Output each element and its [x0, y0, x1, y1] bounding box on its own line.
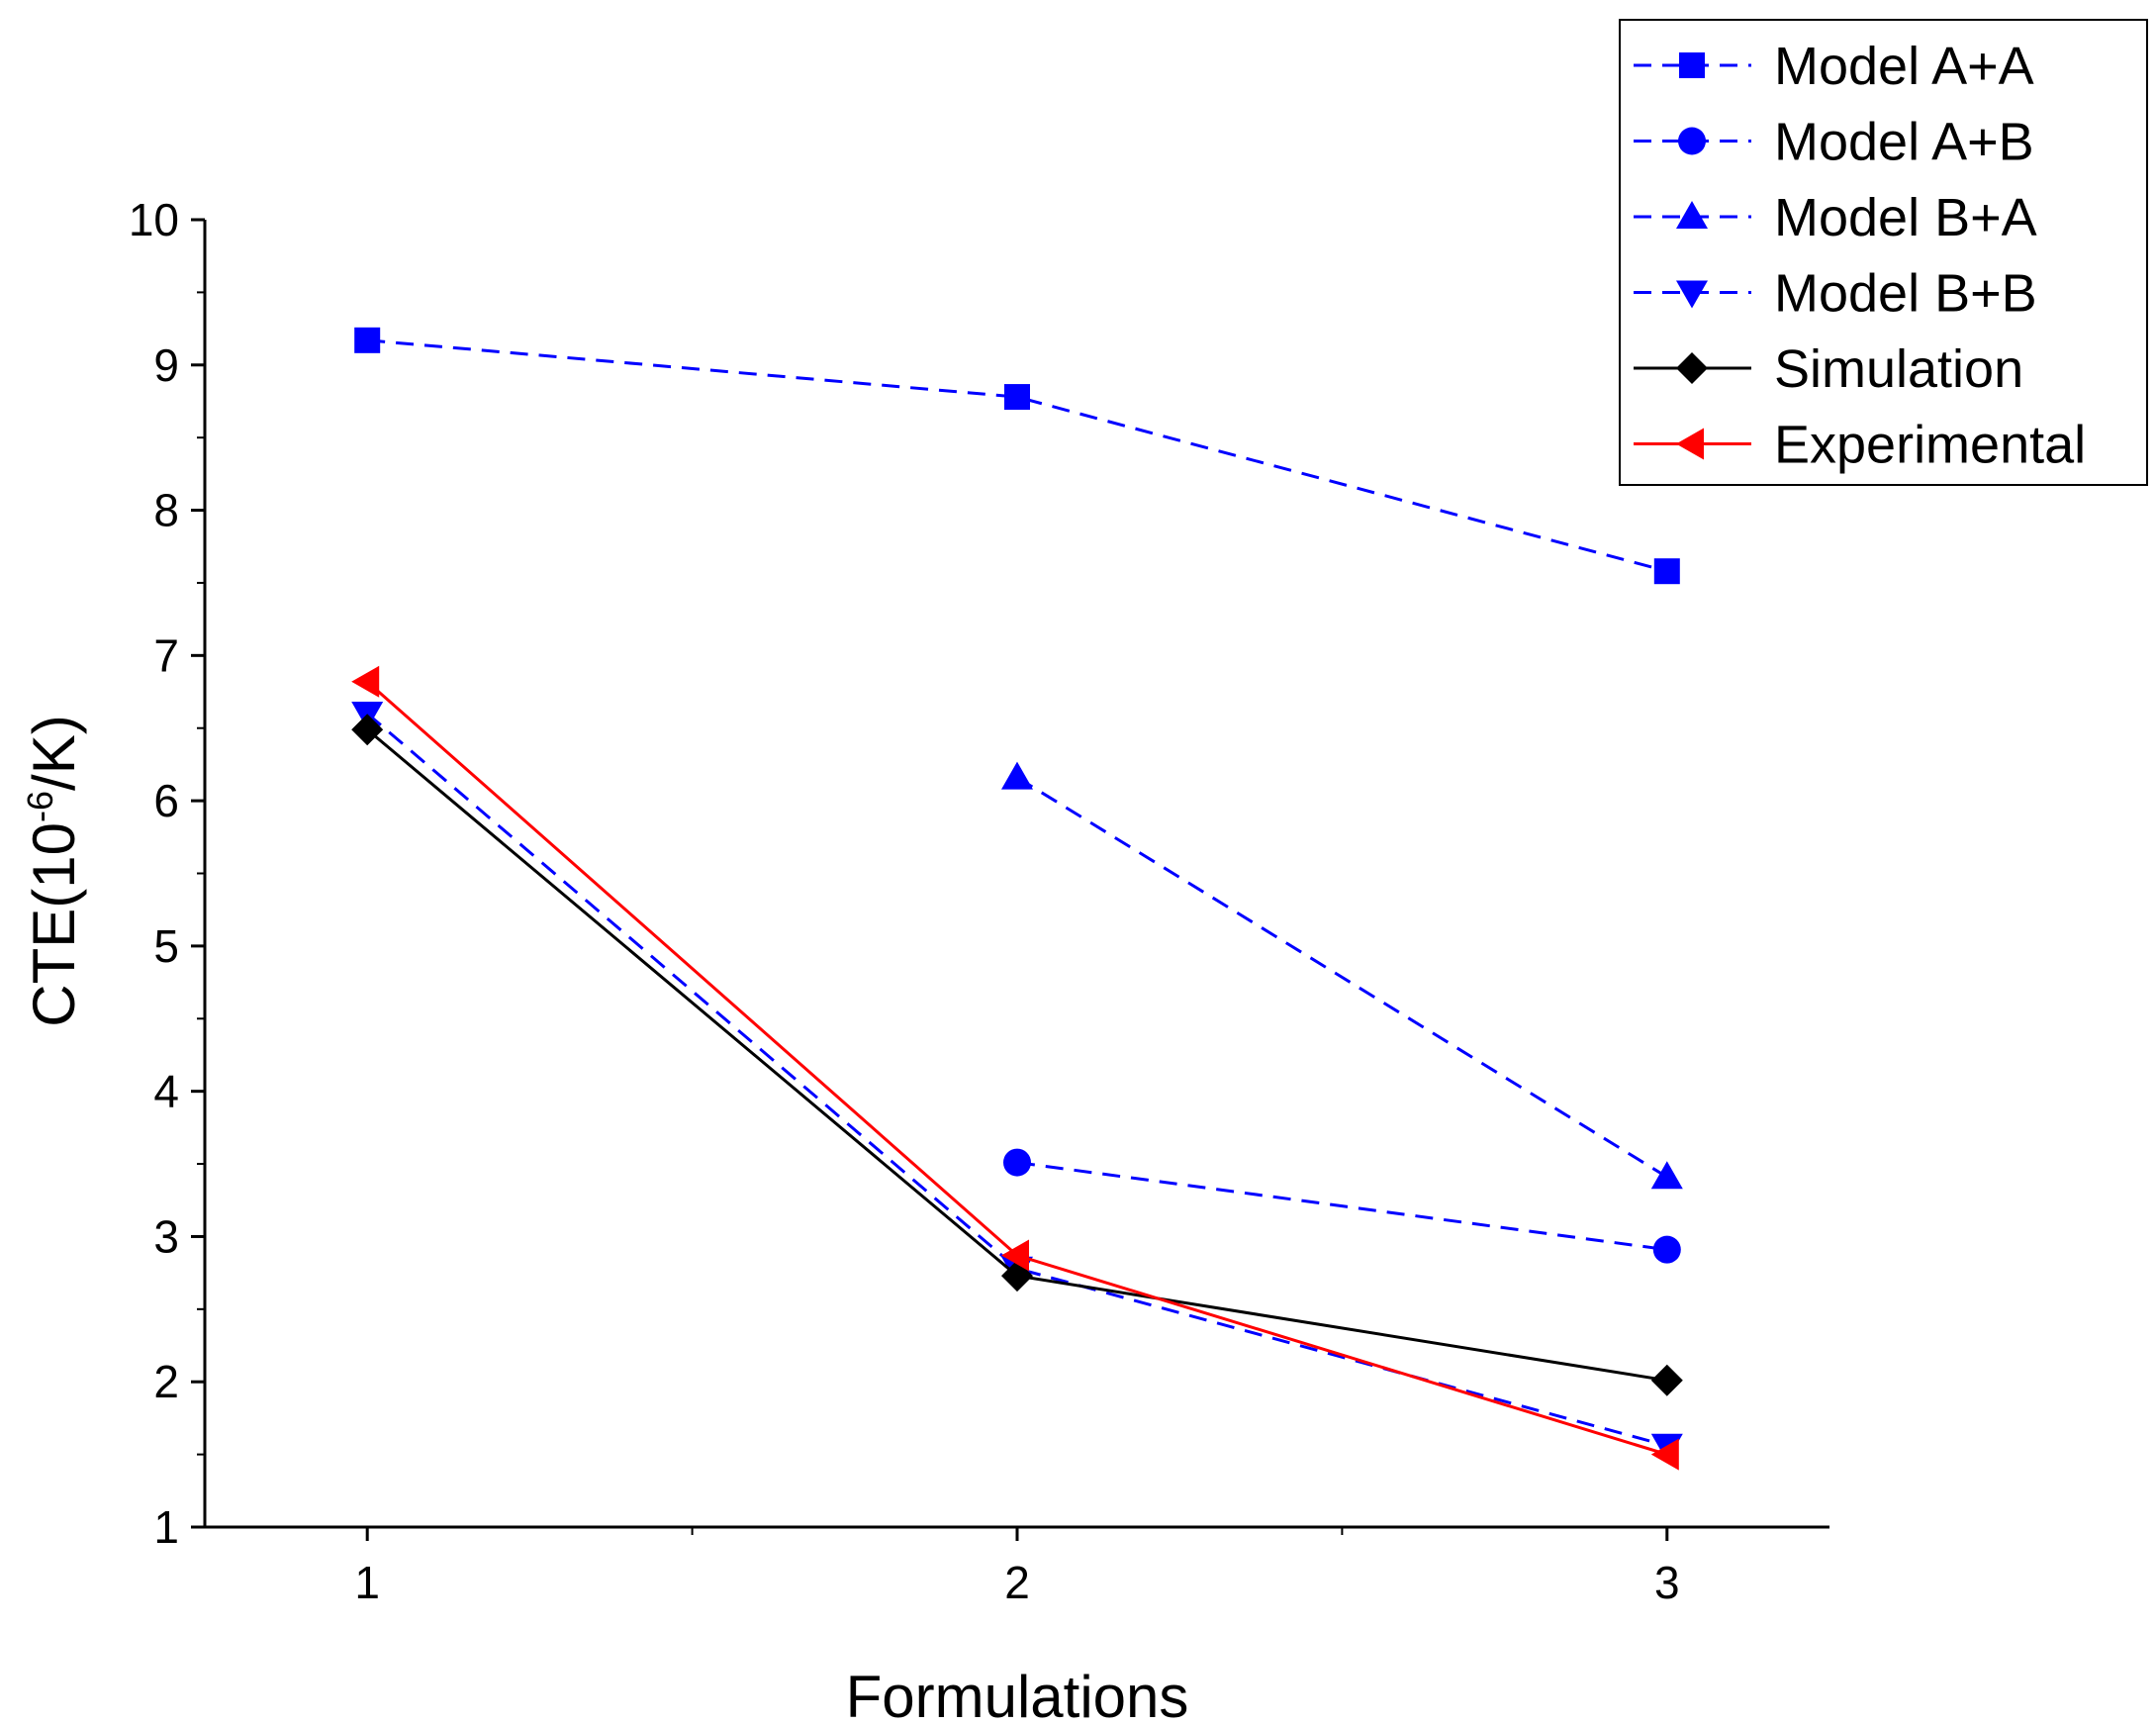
x-tick-label: 2: [1004, 1557, 1030, 1608]
legend-label-model-a-a: Model A+A: [1774, 37, 2034, 96]
series-line-experimental: [366, 680, 1668, 1457]
legend-label-experimental: Experimental: [1774, 416, 2086, 475]
legend-label-model-b-a: Model B+A: [1774, 188, 2037, 247]
series-experimental: [351, 665, 1679, 1471]
y-tick-label: 3: [153, 1210, 179, 1262]
legend: Model A+A Model A+B Model B+A Model B+B Simu…: [1619, 19, 2148, 486]
y-tick-label: 1: [153, 1501, 179, 1553]
plot-axes: [203, 220, 1829, 1529]
series-layer: [351, 327, 1683, 1471]
y-tick-label: 5: [153, 920, 179, 972]
data-point-simulation: [1650, 1364, 1683, 1396]
series-line-model-b-a: [1016, 776, 1668, 1179]
x-tick-label: 1: [354, 1557, 380, 1608]
series-model-b-a: [1001, 761, 1683, 1190]
x-tick-label: 3: [1654, 1557, 1680, 1608]
data-point-model-b-a: [1650, 1161, 1683, 1190]
data-point-model-b-a: [1001, 761, 1033, 790]
series-line-model-b-b: [366, 712, 1668, 1448]
y-tick-label: 2: [153, 1356, 179, 1407]
data-point-model-a-b: [1652, 1235, 1681, 1264]
legend-label-model-a-b: Model A+B: [1774, 113, 2034, 172]
series-model-b-b: [351, 702, 1683, 1462]
y-tick-label: 7: [153, 629, 179, 681]
series-simulation: [351, 714, 1683, 1396]
legend-marker-model-b-a: [1676, 201, 1708, 229]
y-axis-title-prefix: CTE(10: [21, 822, 87, 1027]
data-point-experimental: [1001, 1239, 1029, 1272]
data-point-model-a-a: [1004, 384, 1030, 411]
y-tick-label: 9: [153, 339, 179, 391]
y-tick-label: 8: [153, 485, 179, 536]
series-line-model-a-b: [1016, 1161, 1667, 1252]
series-line-model-a-a: [367, 338, 1668, 573]
x-ticks: 1 2 3: [354, 1527, 1680, 1608]
y-tick-label: 6: [153, 775, 179, 826]
y-tick-label: 10: [129, 194, 179, 245]
data-point-experimental: [1650, 1438, 1679, 1471]
data-point-model-a-a: [354, 327, 381, 353]
legend-marker-model-a-a: [1679, 52, 1705, 78]
data-point-simulation: [351, 714, 384, 746]
y-axis-title-superscript: -6: [20, 791, 60, 822]
legend-marker-model-a-b: [1678, 127, 1706, 155]
legend-marker-experimental: [1676, 428, 1704, 460]
y-tick-label: 4: [153, 1066, 179, 1117]
legend-label-model-b-b: Model B+B: [1774, 264, 2037, 324]
data-point-model-a-b: [1003, 1148, 1031, 1177]
series-model-a-b: [1003, 1148, 1681, 1264]
legend-marker-model-b-b: [1676, 280, 1708, 309]
y-axis-title: CTE(10-6/K): [20, 715, 87, 1026]
y-axis-title-suffix: /K): [21, 715, 87, 791]
series-model-a-a: [354, 327, 1680, 585]
x-axis-title: Formulations: [846, 1664, 1189, 1725]
data-point-model-a-a: [1653, 558, 1680, 585]
legend-box: [1619, 19, 2148, 486]
data-point-experimental: [351, 665, 380, 698]
y-ticks: 1 2 3 4 5 6 7 8 9 10: [129, 194, 205, 1553]
legend-marker-simulation: [1676, 352, 1708, 384]
legend-label-simulation: Simulation: [1774, 339, 2023, 399]
